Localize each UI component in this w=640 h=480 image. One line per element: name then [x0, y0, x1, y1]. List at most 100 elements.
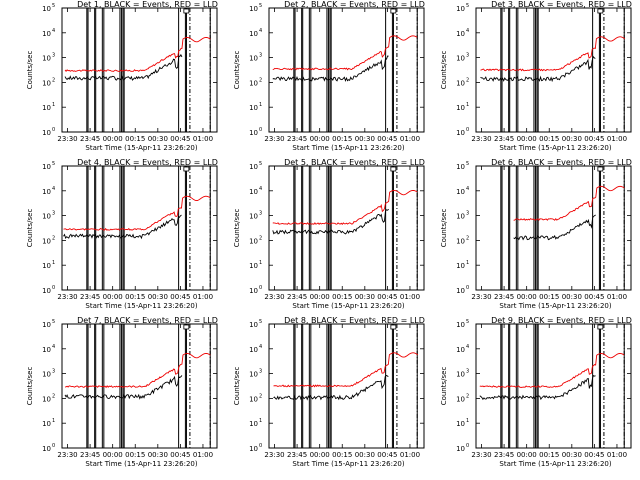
y-tick-label: 10: [42, 129, 51, 137]
y-tick-label: 10: [249, 129, 258, 137]
y-tick-label: 10: [42, 371, 51, 379]
x-tick-label: 00:00: [310, 135, 330, 143]
y-tick-exp: 0: [52, 127, 55, 133]
x-tick-label: 00:00: [103, 451, 123, 459]
x-tick-label: 00:45: [584, 451, 604, 459]
x-tick-label: 00:00: [103, 135, 123, 143]
y-tick-label: 10: [456, 5, 465, 13]
plot-frame: [475, 165, 632, 291]
x-tick-label: 23:45: [494, 451, 514, 459]
y-tick-exp: 5: [52, 319, 55, 325]
y-tick-label: 10: [42, 213, 51, 221]
y-tick-label: 10: [249, 163, 258, 171]
y-axis-label: Counts/sec: [233, 209, 241, 248]
panel-title: Det 8, BLACK = Events, RED = LLD: [284, 316, 425, 325]
y-tick-exp: 3: [52, 53, 55, 59]
y-tick-label: 10: [42, 30, 51, 38]
panel-title: Det 9, BLACK = Events, RED = LLD: [491, 316, 632, 325]
series-events: [64, 375, 183, 400]
x-tick-label: 00:15: [539, 135, 559, 143]
plot-frame: [268, 323, 425, 449]
x-tick-label: 00:00: [310, 451, 330, 459]
y-tick-label: 10: [249, 371, 258, 379]
series-lld: [513, 185, 625, 221]
y-tick-label: 10: [249, 287, 258, 295]
x-tick-label: 00:45: [170, 293, 190, 301]
x-axis-label: Start Time (15-Apr-11 23:26:20): [292, 460, 404, 468]
x-tick-label: 00:00: [103, 293, 123, 301]
y-tick-label: 10: [42, 188, 51, 196]
y-tick-exp: 4: [466, 186, 469, 192]
x-tick-label: 00:45: [377, 293, 397, 301]
y-tick-label: 10: [456, 395, 465, 403]
y-tick-label: 10: [249, 346, 258, 354]
x-tick-label: 00:45: [170, 451, 190, 459]
y-tick-label: 10: [42, 5, 51, 13]
y-tick-exp: 1: [466, 102, 469, 108]
y-tick-exp: 4: [466, 344, 469, 350]
y-tick-label: 10: [456, 287, 465, 295]
x-axis-label: Start Time (15-Apr-11 23:26:20): [292, 302, 404, 310]
y-tick-label: 10: [249, 79, 258, 87]
y-tick-label: 10: [456, 163, 465, 171]
y-tick-exp: 3: [259, 369, 262, 375]
series-lld: [272, 189, 418, 226]
y-tick-exp: 1: [52, 260, 55, 266]
y-tick-label: 10: [249, 321, 258, 329]
panel-title: Det 3, BLACK = Events, RED = LLD: [491, 0, 632, 9]
y-tick-label: 10: [249, 188, 258, 196]
y-tick-exp: 4: [259, 344, 262, 350]
y-tick-exp: 1: [259, 260, 262, 266]
x-tick-label: 00:00: [310, 293, 330, 301]
x-tick-label: 23:30: [57, 135, 77, 143]
y-tick-exp: 3: [259, 53, 262, 59]
y-tick-exp: 2: [52, 77, 55, 83]
x-tick-label: 01:00: [193, 451, 213, 459]
y-tick-label: 10: [42, 395, 51, 403]
y-tick-exp: 0: [259, 285, 262, 291]
saa-marker: [390, 324, 397, 330]
plot-frame: [268, 7, 425, 133]
x-tick-label: 23:30: [264, 451, 284, 459]
plot-frame: [61, 165, 218, 291]
saa-marker: [390, 166, 397, 172]
panel-title: Det 5, BLACK = Events, RED = LLD: [284, 158, 425, 167]
series-events: [273, 374, 389, 401]
x-axis-label: Start Time (15-Apr-11 23:26:20): [499, 144, 611, 152]
x-tick-label: 00:15: [125, 135, 145, 143]
saa-marker: [597, 324, 604, 330]
x-tick-label: 01:00: [607, 293, 627, 301]
x-tick-label: 00:00: [517, 135, 537, 143]
y-axis-label: Counts/sec: [440, 51, 448, 90]
plot-frame: [268, 165, 425, 291]
x-tick-label: 00:15: [332, 135, 352, 143]
y-tick-exp: 4: [52, 344, 55, 350]
panel-title: Det 7, BLACK = Events, RED = LLD: [77, 316, 218, 325]
y-tick-exp: 2: [52, 393, 55, 399]
y-tick-exp: 2: [466, 235, 469, 241]
y-tick-label: 10: [456, 346, 465, 354]
x-tick-label: 00:30: [148, 135, 168, 143]
y-tick-exp: 4: [466, 28, 469, 34]
y-tick-label: 10: [249, 213, 258, 221]
y-tick-exp: 5: [259, 161, 262, 167]
panel-title: Det 6, BLACK = Events, RED = LLD: [491, 158, 632, 167]
y-tick-exp: 5: [259, 319, 262, 325]
y-tick-exp: 1: [52, 102, 55, 108]
y-tick-exp: 3: [259, 211, 262, 217]
x-tick-label: 00:00: [517, 451, 537, 459]
y-tick-label: 10: [249, 395, 258, 403]
y-tick-label: 10: [456, 237, 465, 245]
y-tick-label: 10: [42, 237, 51, 245]
x-tick-label: 23:45: [287, 451, 307, 459]
series-events: [64, 53, 183, 81]
x-axis-label: Start Time (15-Apr-11 23:26:20): [85, 460, 197, 468]
y-tick-exp: 0: [259, 127, 262, 133]
x-tick-label: 00:45: [377, 135, 397, 143]
y-tick-label: 10: [249, 30, 258, 38]
